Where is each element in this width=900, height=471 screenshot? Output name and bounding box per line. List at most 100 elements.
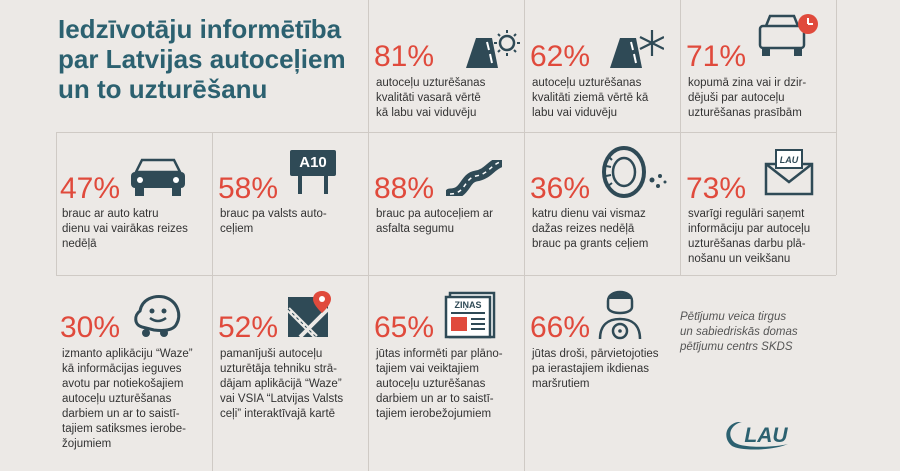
text-line: dējuši par autoceļu: [688, 92, 785, 104]
stat-description: brauc pa valsts auto- ceļiem: [220, 207, 365, 237]
stat-gravel: 36% katru dienu vai vismaz dažas reizes …: [524, 132, 680, 275]
text-line: pamanījuši autoceļu: [220, 348, 323, 360]
divider: [524, 132, 525, 471]
divider: [212, 132, 213, 471]
stat-percent: 30%: [60, 311, 121, 344]
text-line: pa ierastajiem ikdienas: [532, 363, 649, 375]
text-line: dažas reizes nedēļā: [532, 223, 635, 235]
text-line: svarīgi regulāri saņemt: [688, 208, 805, 220]
divider: [524, 0, 525, 132]
stat-description: jūtas droši, pārvietojoties pa ierastaji…: [532, 347, 682, 392]
text-line: vai VSIA “Latvijas Valsts: [220, 393, 344, 405]
envelope-badge: LAU: [780, 155, 799, 165]
text-line: autoceļu uzturēšanas: [532, 77, 642, 89]
road-sun-icon: [466, 30, 520, 68]
text-line: tajiem vai veiktajiem: [376, 363, 479, 375]
stat-percent: 71%: [686, 40, 747, 73]
stat-percent: 65%: [374, 311, 435, 344]
tire-icon: [602, 146, 667, 198]
car-icon: [131, 158, 185, 196]
text-line: ceļiem: [220, 223, 254, 235]
stat-description: svarīgi regulāri saņemt informāciju par …: [688, 207, 838, 267]
envelope-icon: LAU: [764, 149, 814, 196]
text-line: tajiem satiksmes ierobe-: [62, 423, 186, 435]
stat-percent: 88%: [374, 172, 435, 205]
text-line: katru dienu vai vismaz: [532, 208, 646, 220]
text-line: uzturēšanas prasībām: [688, 107, 802, 119]
text-line: jūtas informēti par plāno-: [376, 348, 503, 360]
stat-percent: 47%: [60, 172, 121, 205]
driver-icon: [598, 290, 642, 340]
text-line: jūtas droši, pārvietojoties: [532, 348, 659, 360]
stat-road-winter: 62% autoceļu uzturēšanas kvalitāti ziemā…: [524, 0, 680, 132]
text-line: avotu par notiekošajiem: [62, 378, 184, 390]
newspaper-icon: ZIŅAS: [444, 291, 496, 339]
title-line: un to uzturēšanu: [58, 74, 268, 104]
text-line: kā labu vai viduvēju: [376, 107, 477, 119]
text-line: dienu vai vairākas reizes: [62, 223, 188, 235]
stat-description: kopumā zina vai ir dzir- dējuši par auto…: [688, 76, 833, 121]
text-line: kvalitāti ziemā vērtē kā: [532, 92, 649, 104]
text-line: informāciju par autoceļu: [688, 223, 811, 235]
note-line: un sabiedriskās domas: [680, 326, 798, 338]
stat-percent: 73%: [686, 172, 747, 205]
divider: [680, 0, 681, 132]
stat-percent: 36%: [530, 172, 591, 205]
stat-description: katru dienu vai vismaz dažas reizes nedē…: [532, 207, 677, 252]
map-pin-icon: [286, 291, 331, 339]
stat-safe: 66% jūtas droši, pārvietojoties pa ieras…: [524, 275, 680, 471]
stat-description: brauc pa autoceļiem ar asfalta segumu: [376, 207, 521, 237]
road-snow-icon: [610, 30, 664, 68]
title-line: par Latvijas autoceļiem: [58, 44, 346, 74]
text-line: kā informācijas ieguves: [62, 363, 182, 375]
text-line: darbiem un ar to saistī-: [62, 408, 180, 420]
text-line: nedēļā: [62, 238, 97, 250]
divider: [368, 0, 369, 132]
text-line: brauc pa grants ceļiem: [532, 238, 649, 250]
stat-percent: 66%: [530, 311, 591, 344]
divider: [56, 275, 836, 276]
text-line: izmanto aplikāciju “Waze”: [62, 348, 193, 360]
text-line: kopumā zina vai ir dzir-: [688, 77, 807, 89]
stat-percent: 58%: [218, 172, 279, 205]
lau-logo-text: LAU: [744, 424, 788, 447]
stat-percent: 81%: [374, 40, 435, 73]
title-line: Iedzīvotāju informētība: [58, 14, 342, 44]
text-line: darbiem un ar to saistī-: [376, 393, 494, 405]
source-note: Pētījumu veica tirgus un sabiedriskās do…: [680, 310, 820, 355]
text-line: kvalitāti vasarā vērtē: [376, 92, 481, 104]
text-line: brauc pa autoceļiem ar: [376, 208, 493, 220]
stat-description: autoceļu uzturēšanas kvalitāti vasarā vē…: [376, 76, 521, 121]
text-line: maršrutiem: [532, 378, 590, 390]
note-line: pētījumu centrs SKDS: [680, 341, 793, 353]
winding-road-icon: [446, 160, 502, 196]
stat-description: jūtas informēti par plāno- tajiem vai ve…: [376, 347, 526, 422]
divider: [368, 132, 369, 471]
stat-description: autoceļu uzturēšanas kvalitāti ziemā vēr…: [532, 76, 677, 121]
text-line: autoceļu uzturēšanas: [376, 378, 486, 390]
text-line: labu vai viduvēju: [532, 107, 618, 119]
text-line: brauc ar auto katru: [62, 208, 159, 220]
newspaper-label: ZIŅAS: [455, 300, 482, 310]
text-line: autoceļu uzturēšanas: [62, 393, 172, 405]
stat-information: LAU 73% svarīgi regulāri saņemt informāc…: [680, 132, 836, 275]
divider: [680, 132, 681, 275]
stat-car-daily: 47% brauc ar auto katru dienu vai vairāk…: [56, 132, 212, 275]
divider: [836, 0, 837, 275]
text-line: asfalta segumu: [376, 223, 454, 235]
divider: [56, 132, 57, 275]
stat-map: 52% pamanījuši autoceļu uzturētāja tehni…: [212, 275, 368, 471]
page-title: Iedzīvotāju informētība par Latvijas aut…: [58, 14, 358, 104]
stat-description: pamanījuši autoceļu uzturētāja tehniku s…: [220, 347, 370, 422]
road-sign-icon: A10: [290, 150, 336, 194]
divider: [368, 132, 836, 133]
waze-icon: [134, 295, 181, 337]
text-line: tajiem ierobežojumiem: [376, 408, 492, 420]
stat-waze: 30% izmanto aplikāciju “Waze” kā informā…: [56, 275, 212, 471]
stat-percent: 62%: [530, 40, 591, 73]
text-line: ceļi” interaktīvajā kartē: [220, 408, 336, 420]
text-line: autoceļu uzturēšanas: [376, 77, 486, 89]
stat-requirements: 71% kopumā zina vai ir dzir- dējuši par …: [680, 0, 836, 132]
stat-percent: 52%: [218, 311, 279, 344]
lau-logo: LAU: [726, 422, 788, 450]
